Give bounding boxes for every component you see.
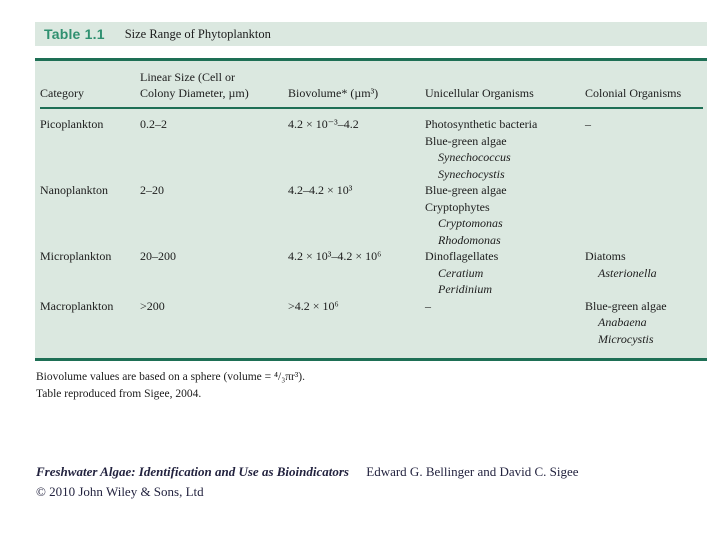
table-cell: 0.2–2 <box>140 116 288 182</box>
cell-text: Picoplankton <box>40 117 104 131</box>
table-cell: Microplankton <box>40 248 140 298</box>
cell-text: 4.2 × 10⁻³–4.2 <box>288 117 359 131</box>
cell-text: Blue-green algae <box>585 298 667 313</box>
cell-text: Photosynthetic bacteria <box>425 117 538 131</box>
cell-text: >200 <box>140 298 165 313</box>
genus-name: Rhodomonas <box>438 232 501 247</box>
cell-text: 20–200 <box>140 249 176 263</box>
cell-text: 4.2–4.2 × 10³ <box>288 183 353 197</box>
table-cell: Blue-green algae Cryptophytes Cryptomonas R… <box>425 182 585 248</box>
cell-text: 4.2 × 10³–4.2 × 10⁶ <box>288 249 382 263</box>
table-cell: Blue-green algae Anabaena Microcystis <box>585 298 703 348</box>
book-title: Freshwater Algae: Identification and Use… <box>36 464 349 479</box>
footnote-biovolume: Biovolume values are based on a sphere (… <box>36 371 306 383</box>
cell-text: >4.2 × 10⁶ <box>288 298 339 313</box>
table-row: Nanoplankton 2–20 4.2–4.2 × 10³ Blue-green … <box>40 182 703 248</box>
table-cell: Photosynthetic bacteria Blue-green algae S… <box>425 116 585 182</box>
table-cell: 20–200 <box>140 248 288 298</box>
column-header-colonial: Colonial Organisms <box>585 85 703 101</box>
table-cell: Macroplankton <box>40 298 140 348</box>
header-text: Category <box>40 86 84 100</box>
table-cell: – <box>585 116 703 182</box>
cell-text: 0.2–2 <box>140 117 167 131</box>
table-cell: 4.2 × 10⁻³–4.2 <box>288 116 425 182</box>
column-header-biovolume: Biovolume* (µm³) <box>288 85 425 101</box>
cell-text: Diatoms <box>585 249 626 263</box>
table-body: Picoplankton 0.2–2 4.2 × 10⁻³–4.2 Photosynt… <box>40 109 703 358</box>
footnote-source: Table reproduced from Sigee, 2004. <box>36 388 202 400</box>
cell-text: Microplankton <box>40 249 112 263</box>
phytoplankton-table: Category Linear Size (Cell or Colony Diame… <box>35 58 707 361</box>
header-text: Unicellular Organisms <box>425 86 534 100</box>
genus-name: Synechocystis <box>438 166 505 181</box>
table-title: Size Range of Phytoplankton <box>124 26 271 41</box>
column-header-category: Category <box>40 85 140 101</box>
cell-text: – <box>425 298 431 313</box>
table-row: Macroplankton >200 >4.2 × 10⁶ – Blue-green a… <box>40 298 703 348</box>
cell-text: – <box>585 117 591 131</box>
table-cell: Picoplankton <box>40 116 140 182</box>
table-cell: 4.2 × 10³–4.2 × 10⁶ <box>288 248 425 298</box>
column-header-unicellular: Unicellular Organisms <box>425 85 585 101</box>
header-text: Colonial Organisms <box>585 86 682 100</box>
table-cell: 4.2–4.2 × 10³ <box>288 182 425 248</box>
table-footnotes: Biovolume values are based on a sphere (… <box>36 369 305 403</box>
table-cell <box>585 182 703 248</box>
table-header-row: Category Linear Size (Cell or Colony Diame… <box>40 61 703 109</box>
table-cell: >4.2 × 10⁶ <box>288 298 425 348</box>
cell-text: Dinoflagellates <box>425 249 499 263</box>
header-text: Linear Size (Cell or <box>140 70 235 84</box>
table-cell: 2–20 <box>140 182 288 248</box>
cell-text: Macroplankton <box>40 298 114 313</box>
genus-name: Synechococcus <box>438 150 511 164</box>
genus-name: Ceratium <box>438 265 484 280</box>
table-caption-bar: Table 1.1 Size Range of Phytoplankton <box>35 22 707 46</box>
table-cell: >200 <box>140 298 288 348</box>
book-citation: Freshwater Algae: Identification and Use… <box>36 462 579 501</box>
genus-name: Anabaena <box>598 315 647 329</box>
cell-text: 2–20 <box>140 183 164 197</box>
cell-text: Cryptophytes <box>425 199 490 214</box>
table-cell: Dinoflagellates Ceratium Peridinium <box>425 248 585 298</box>
header-text: Colony Diameter, µm) <box>140 86 249 100</box>
table-row: Picoplankton 0.2–2 4.2 × 10⁻³–4.2 Photosynt… <box>40 116 703 182</box>
citation-line: Freshwater Algae: Identification and Use… <box>36 462 579 482</box>
cell-text: Blue-green algae <box>425 183 507 197</box>
column-header-linear-size: Linear Size (Cell or Colony Diameter, µm) <box>140 69 288 101</box>
table-cell: Diatoms Asterionella <box>585 248 703 298</box>
genus-name: Asterionella <box>598 265 657 280</box>
genus-name: Cryptomonas <box>438 216 503 230</box>
copyright-line: © 2010 John Wiley & Sons, Ltd <box>36 483 204 499</box>
cell-text: Blue-green algae <box>425 133 507 148</box>
genus-name: Microcystis <box>598 331 654 346</box>
table-row: Microplankton 20–200 4.2 × 10³–4.2 × 10⁶ Di… <box>40 248 703 298</box>
genus-name: Peridinium <box>438 282 492 296</box>
table-cell: – <box>425 298 585 348</box>
header-text: Biovolume* (µm³) <box>288 86 379 100</box>
table-cell: Nanoplankton <box>40 182 140 248</box>
table-number-label: Table 1.1 <box>44 26 105 42</box>
cell-text: Nanoplankton <box>40 183 108 197</box>
book-authors: Edward G. Bellinger and David C. Sigee <box>366 464 579 479</box>
